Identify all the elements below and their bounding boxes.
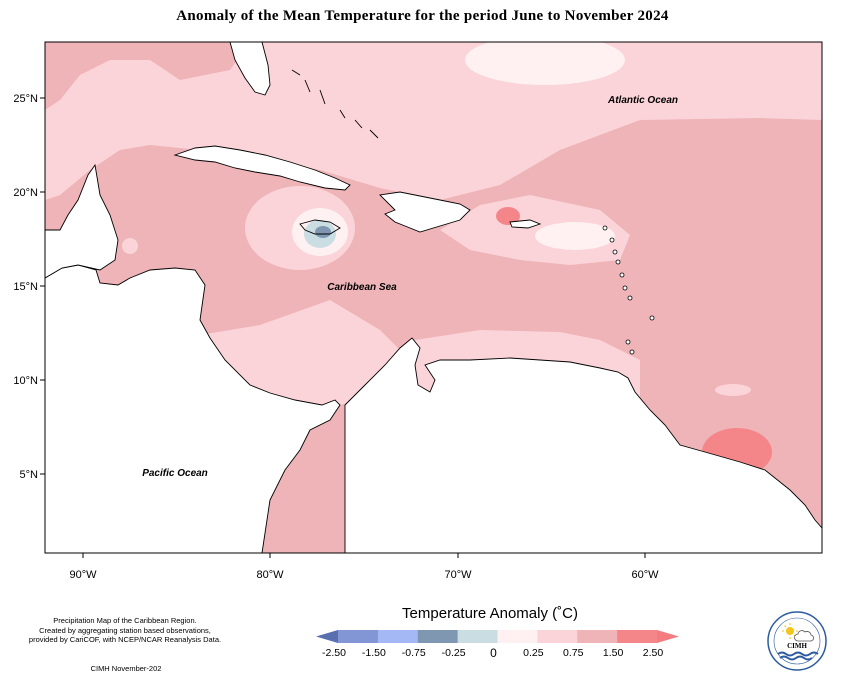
axis-ticks [40,97,646,558]
cloud-icon [794,630,814,642]
lat-label-20n: 20°N [13,187,38,199]
legend-tick-label: 2.50 [642,647,664,659]
pacific-ocean-label: Pacific Ocean [142,468,208,479]
legend-swatch [577,630,618,643]
longitude-labels: 90°W 80°W 70°W 60°W [69,569,659,581]
sun-icon [782,623,798,639]
lat-label-15n: 15°N [13,281,38,293]
cimh-logo: CIMH [766,610,828,672]
legend-swatch-max [657,630,679,643]
credit-text: CIMH November-202 [90,664,162,673]
legend-swatch [537,630,578,643]
yucatan-mexico [45,163,119,279]
legend-swatch [417,630,459,643]
south-america [344,337,822,553]
florida [229,42,271,96]
legend-swatch-min [316,630,338,643]
wave-icon [777,651,819,657]
lon-label-90w: 90°W [69,569,97,581]
land-masses [45,42,822,553]
legend-tick-label: 0 [490,646,497,660]
legend-title: Temperature Anomaly (˚C) [402,605,578,622]
legend-swatch [377,630,419,643]
legend-tick-label: 1.50 [602,647,624,659]
cuba [173,145,351,191]
legend-swatch [338,630,379,643]
legend-swatch [497,630,538,643]
legend-tick-label: -0.75 [401,647,426,659]
legend-tick-label: 0.25 [523,647,544,659]
latitude-labels: 25°N 20°N 15°N 10°N 5°N [13,93,38,481]
caribbean-sea-label: Caribbean Sea [327,282,397,293]
lon-label-80w: 80°W [256,569,284,581]
footnote: Precipitation Map of the Caribbean Regio… [10,616,240,645]
legend-tick-label: -0.25 [441,647,466,659]
atlantic-ocean-label: Atlantic Ocean [607,95,678,106]
bahamas [291,69,379,139]
footnote-line-1: Precipitation Map of the Caribbean Regio… [53,616,197,625]
lesser-antilles [602,225,655,355]
lat-label-5n: 5°N [20,469,39,481]
map-frame [44,41,823,554]
footnote-line-3: provided by CariCOF, with NCEP/NCAR Rean… [28,635,222,644]
lon-label-70w: 70°W [444,569,472,581]
legend-tick-label: 0.75 [563,647,584,659]
legend-swatch [617,630,658,643]
legend-swatch [457,630,498,643]
legend-tick-label: -1.50 [361,647,386,659]
logo-text: CIMH [787,642,807,650]
lat-label-25n: 25°N [13,93,38,105]
footnote-line-2: Created by aggregating station based obs… [39,625,211,635]
lat-label-10n: 10°N [13,375,38,387]
map-title: Anomaly of the Mean Temperature for the … [176,8,669,24]
hispaniola [379,191,471,233]
jamaica [299,219,341,235]
legend-tick-label: -2.50 [322,647,346,659]
legend-colorbar [316,630,679,643]
central-america [45,264,341,553]
lon-label-60w: 60°W [631,569,659,581]
puerto-rico [509,219,542,229]
